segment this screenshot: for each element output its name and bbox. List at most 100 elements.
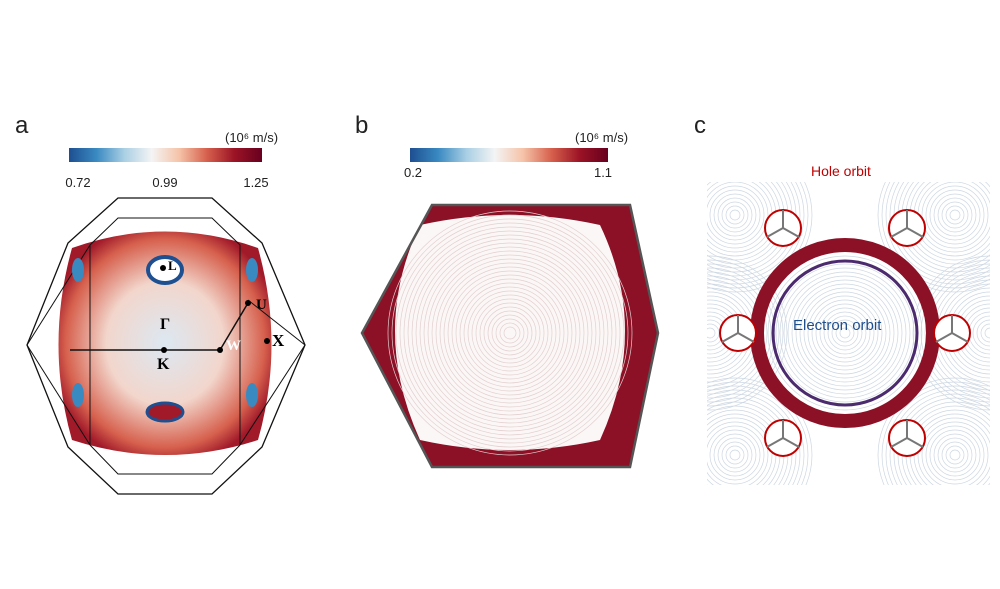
zone-edge [782, 437, 800, 448]
contour-line [767, 255, 923, 411]
contour-line [819, 307, 871, 359]
contour-line [707, 263, 780, 403]
contour-line [709, 189, 761, 241]
contour-line [807, 295, 883, 371]
contour-line [415, 238, 605, 428]
zone-edge [951, 332, 969, 343]
contour-line [475, 298, 545, 368]
contour-line [707, 182, 813, 293]
contour-line [831, 319, 859, 347]
contour-line [403, 226, 617, 440]
contour-line [495, 318, 525, 348]
contour-line [395, 218, 625, 448]
contour-panel-c [707, 182, 990, 485]
contour-line [707, 417, 773, 485]
contour-line [889, 389, 990, 485]
contour-line [387, 210, 633, 456]
contour-line [435, 258, 585, 408]
zone-edge [782, 227, 800, 238]
contour-line [707, 421, 769, 485]
contour-line [827, 315, 863, 351]
contour-line [471, 294, 549, 372]
contour-line [707, 327, 716, 339]
contour-line [972, 315, 990, 351]
contour-line [779, 267, 911, 399]
colorbar-a-tick: 1.25 [243, 175, 269, 190]
contour-line [925, 185, 985, 245]
contour-line [707, 377, 813, 485]
contour-line [787, 275, 903, 391]
k-point-label: K [157, 356, 170, 373]
colorbar-b-tick: 0.2 [403, 165, 423, 180]
contour-line [815, 303, 875, 363]
contour-line [823, 311, 867, 355]
contour-line [725, 205, 745, 225]
contour-line [707, 271, 772, 395]
zone-edge [737, 332, 755, 343]
contour-line [929, 429, 981, 481]
electron-orbit [771, 259, 919, 407]
contour-line [921, 421, 989, 485]
colorbar-unit-b: (10⁶ m/s) [575, 130, 629, 145]
contour-line [443, 266, 577, 400]
contour-line [411, 234, 609, 432]
zone-edge [906, 437, 924, 448]
contour-line [925, 425, 985, 485]
contour-line [713, 433, 757, 477]
contour-line [921, 182, 989, 249]
contour-line [499, 322, 521, 344]
contour-line [945, 445, 965, 465]
u-point-label: U [256, 297, 267, 313]
contour-line [791, 279, 899, 387]
contour-line [707, 255, 788, 411]
contour-line [717, 197, 753, 233]
brillouin-zone-panel-a [26, 197, 306, 495]
electron-orbit-label: Electron orbit [793, 317, 882, 334]
zone-edge [890, 437, 908, 448]
contour-line [839, 327, 851, 339]
contour-line [713, 193, 757, 237]
zone-edge [935, 332, 953, 343]
contour-line [783, 271, 907, 395]
contour-line [707, 182, 801, 281]
contour-line [775, 263, 915, 403]
contour-line [463, 286, 557, 380]
contour-line [707, 425, 765, 485]
panel-label-b: b [355, 112, 369, 139]
colorbar-a-tick: 0.99 [152, 175, 178, 190]
contour-line [937, 197, 973, 233]
contour-line [391, 214, 629, 452]
contour-line [707, 385, 805, 485]
contour-line [707, 381, 809, 485]
contour-line [799, 287, 891, 379]
zone-edge [890, 227, 908, 238]
contour-line [423, 246, 597, 420]
contour-line [707, 275, 768, 391]
contour-line [729, 209, 741, 221]
zone-edge [906, 227, 924, 238]
zone-edge [766, 437, 784, 448]
contour-line [431, 254, 589, 412]
zone-edge [766, 227, 784, 238]
colorbar-a [69, 148, 262, 162]
contour-line [937, 437, 973, 473]
contour-line [479, 302, 541, 364]
fermi-surface [58, 231, 272, 455]
contour-line [949, 449, 961, 461]
contour-line [707, 397, 793, 485]
contour-line [467, 290, 553, 376]
contour-line [707, 389, 801, 485]
contour-line [725, 445, 745, 465]
contour-line [419, 242, 601, 424]
contour-line [893, 393, 990, 485]
contour-line [709, 429, 761, 481]
w-point-label: W [226, 338, 241, 354]
contour-line [929, 189, 981, 241]
contour-line [941, 441, 969, 469]
contour-line [976, 319, 990, 347]
contour-line [427, 250, 593, 416]
colorbar-b [410, 148, 608, 162]
contour-line [949, 209, 961, 221]
